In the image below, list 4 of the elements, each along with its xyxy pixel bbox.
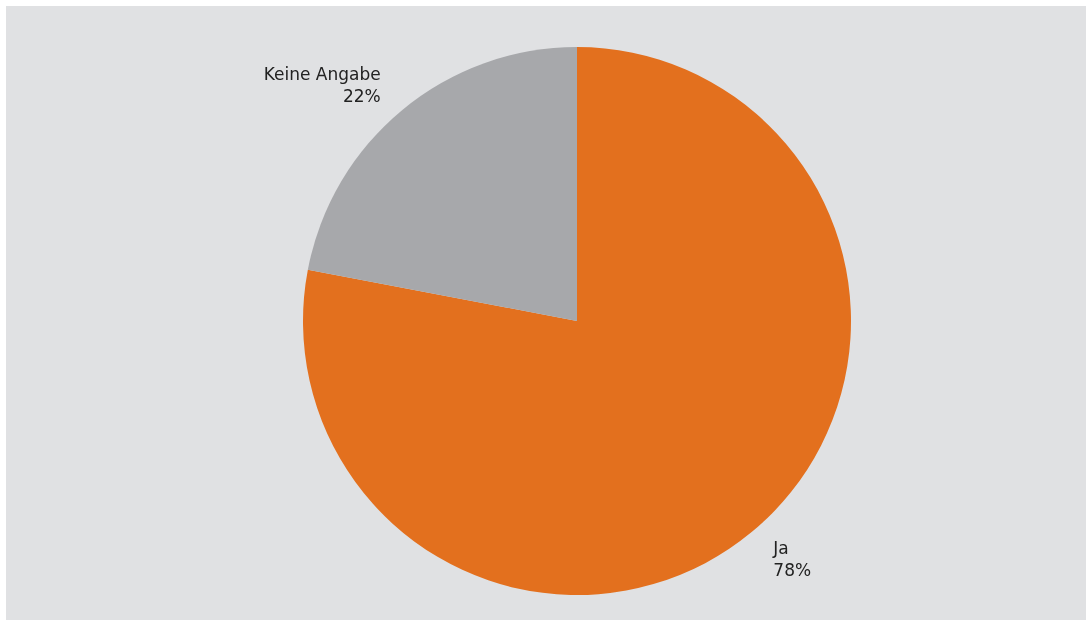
data-label: 78%: [773, 560, 812, 581]
data-label: 22%: [342, 85, 381, 106]
slice-label: Ja: [772, 538, 789, 559]
slice-label: Keine Angabe: [263, 63, 381, 84]
